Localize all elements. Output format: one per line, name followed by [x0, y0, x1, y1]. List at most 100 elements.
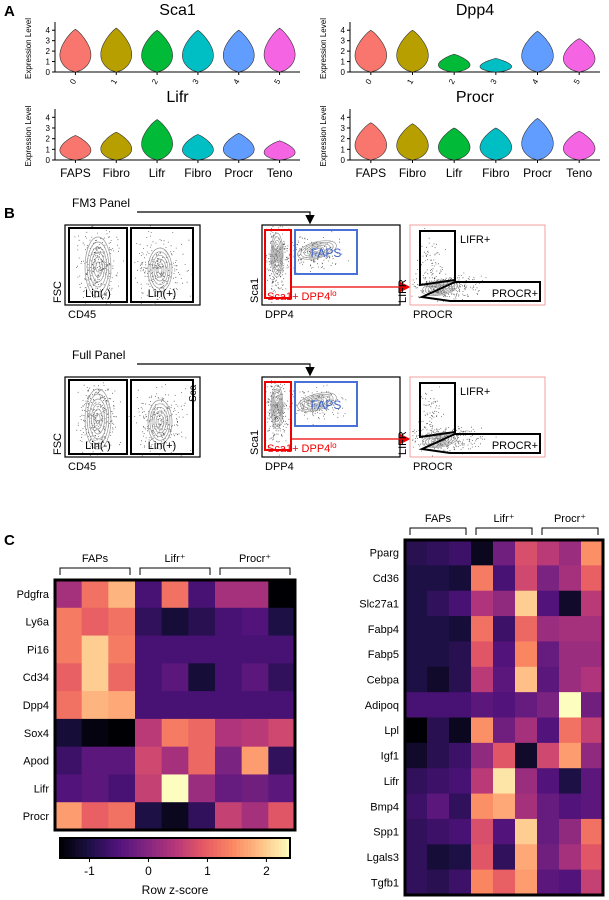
heat-cell — [449, 768, 472, 795]
heat-cell — [471, 844, 494, 871]
contour — [300, 241, 334, 259]
contour — [274, 399, 280, 415]
row-label: Pparg — [370, 548, 399, 560]
colorbar-label: Row z-score — [142, 883, 209, 897]
heat-cell — [559, 869, 582, 896]
colorbar-segment — [278, 838, 283, 858]
colorbar-segment — [117, 838, 122, 858]
x-tick-label: Procr — [523, 166, 552, 180]
colorbar-segment — [178, 838, 184, 858]
contour — [272, 391, 282, 423]
heat-cell — [537, 692, 560, 718]
y-tick-label: 1 — [46, 145, 51, 154]
heat-cell — [581, 818, 604, 845]
violin — [438, 53, 471, 73]
x-tick-label: Lifr — [149, 166, 166, 180]
contour — [147, 247, 173, 293]
contour — [91, 403, 105, 435]
y-axis-label: Expression Level — [24, 18, 33, 79]
contour — [313, 248, 321, 252]
colorbar-segment — [113, 838, 118, 858]
y-tick-label: 4 — [46, 26, 51, 35]
heat-cell — [581, 717, 604, 744]
heat-cell — [493, 717, 516, 744]
gate-label: LIFR+ — [460, 234, 490, 246]
heat-cell — [135, 580, 163, 609]
y-axis-label: Expression Level — [319, 18, 328, 79]
colorbar-segment — [259, 838, 264, 858]
heat-cell — [108, 580, 136, 609]
heat-cell — [215, 774, 243, 803]
row-label: Cd36 — [373, 573, 399, 585]
contour — [149, 403, 171, 441]
panel-title: Full Panel — [72, 348, 125, 362]
colorbar-segment — [282, 838, 287, 858]
blue-gate — [294, 381, 358, 427]
colorbar-segment — [75, 838, 80, 858]
colorbar-segment — [186, 838, 191, 858]
heat-cell — [81, 635, 109, 664]
heat-cell — [135, 774, 163, 803]
x-tick-label: 2 — [150, 77, 160, 86]
x-axis-label: CD45 — [68, 461, 96, 473]
contour — [427, 282, 453, 294]
heat-cell — [559, 844, 582, 871]
y-tick-label: 4 — [46, 113, 51, 122]
contour — [272, 239, 282, 271]
heat-cell — [405, 641, 428, 668]
row-label: Lifr — [34, 783, 50, 795]
violin-title: Lifr — [166, 89, 189, 106]
heat-cell — [471, 869, 494, 896]
row-label: Adipoq — [365, 700, 399, 712]
red-gate-superscript: lo — [330, 441, 337, 450]
row-label: Cd34 — [23, 672, 49, 684]
heat-cell — [405, 666, 428, 693]
heat-cell — [188, 802, 216, 831]
heat-cell — [241, 746, 269, 775]
x-axis-label: PROCR — [413, 461, 453, 473]
contour — [303, 395, 331, 409]
heat-cell — [81, 663, 109, 692]
row-label: Apod — [23, 756, 49, 768]
heat-cell — [427, 818, 450, 845]
heat-cell — [537, 590, 560, 617]
heat-cell — [81, 746, 109, 775]
x-tick-label: Procr — [224, 166, 253, 180]
heat-cell — [515, 590, 538, 617]
violin — [100, 27, 132, 73]
colorbar-segment — [129, 838, 134, 858]
heat-cell — [449, 666, 472, 693]
heat-cell — [215, 607, 243, 637]
colorbar-segment — [205, 838, 210, 858]
heat-cell — [188, 746, 216, 775]
violin — [563, 38, 596, 73]
contour — [300, 393, 334, 411]
red-gate — [264, 381, 292, 451]
group-bracket — [139, 567, 211, 575]
heat-cell — [449, 616, 472, 642]
gate — [130, 379, 194, 455]
group-bracket — [409, 527, 467, 535]
colorbar-segment — [67, 838, 72, 858]
heat-cell — [537, 717, 560, 744]
heat-cell — [405, 818, 428, 845]
heat-cell — [537, 565, 560, 592]
colorbar-segment — [244, 838, 249, 858]
heat-cell — [135, 691, 163, 720]
gate — [68, 227, 128, 303]
violin — [223, 29, 255, 73]
gate-label: FAPS — [311, 246, 342, 260]
group-label: Lifr⁺ — [164, 553, 185, 565]
x-tick-label: Fibro — [399, 166, 427, 180]
colorbar-tick-label: 0 — [145, 864, 152, 878]
cropped-label: Sca — [188, 384, 199, 402]
heat-cell — [161, 802, 189, 831]
heat-cell — [559, 818, 582, 845]
colorbar-segment — [148, 838, 153, 858]
gate-label: Lin(-) — [85, 440, 111, 452]
heat-cell — [81, 691, 109, 720]
heat-cell — [241, 607, 269, 637]
contour — [91, 251, 105, 283]
heat-cell — [471, 692, 494, 718]
colorbar-segment — [63, 838, 69, 858]
